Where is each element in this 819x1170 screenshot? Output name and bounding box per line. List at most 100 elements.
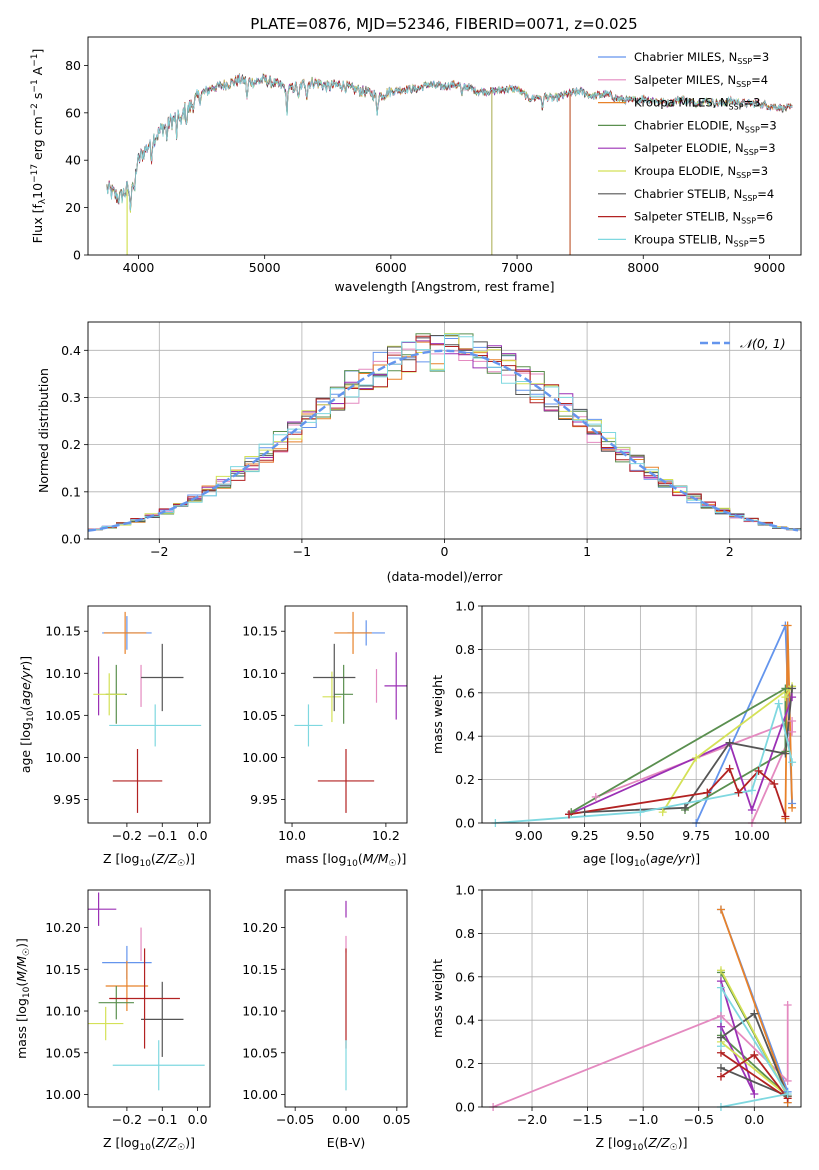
x-tick-label: 8000 — [627, 260, 659, 275]
mass-weight-marker — [750, 1009, 759, 1018]
y-tick-label: 10.00 — [45, 1087, 81, 1102]
mass-weight-line — [492, 1005, 789, 1107]
y-tick-label: 10.15 — [242, 624, 278, 639]
mass-weight-marker — [781, 812, 790, 821]
x-tick-label: 0.0 — [188, 1112, 208, 1127]
mass-weight-marker — [770, 779, 779, 788]
x-tick-label: 0.00 — [332, 1112, 360, 1127]
y-tick-label: 1.0 — [455, 883, 475, 898]
y-tick-label: 0.4 — [455, 1013, 475, 1028]
y-axis-label: mass weight — [430, 675, 445, 754]
mass-weight-marker — [716, 1063, 725, 1072]
x-tick-label: −0.2 — [112, 1112, 142, 1127]
legend-label: Salpeter ELODIE, NSSP=3 — [634, 141, 776, 157]
x-tick-label: 10.00 — [734, 828, 770, 843]
mass-weight-marker — [788, 758, 797, 767]
mass-weight-marker — [580, 808, 589, 817]
x-tick-label: 0.0 — [188, 828, 208, 843]
legend-label: Kroupa ELODIE, NSSP=3 — [634, 164, 768, 180]
mass-weight-marker — [692, 753, 701, 762]
mass-weight-marker — [636, 808, 645, 817]
x-tick-label: 10.0 — [278, 828, 306, 843]
mass-weight-marker — [703, 788, 712, 797]
x-tick-label: 5000 — [249, 260, 281, 275]
y-tick-label: 10.15 — [45, 624, 81, 639]
y-tick-label: 10.00 — [242, 750, 278, 765]
plot-area-mass-weight-vs-Z — [492, 909, 789, 1107]
x-tick-label: −0.2 — [112, 828, 142, 843]
x-tick-label: 1 — [583, 544, 591, 559]
mass-weight-line — [720, 1012, 789, 1098]
plot-area-mass-vs-Z — [88, 892, 205, 1091]
x-tick-label: −1.5 — [572, 1112, 602, 1127]
y-tick-label: 1.0 — [455, 599, 475, 614]
y-tick-label: 0.0 — [61, 532, 81, 547]
mass-weight-marker — [716, 1011, 725, 1020]
y-tick-label: 0.4 — [61, 343, 81, 358]
mass-weight-marker — [788, 717, 797, 726]
spectrum-legend: Chabrier MILES, NSSP=3 Salpeter MILES, NS… — [598, 50, 777, 248]
y-axis-label: Flux [fλ10−17 erg cm−2 s−1 A−1] — [30, 49, 48, 244]
x-axis-label: age [log10(age/yr)] — [583, 851, 700, 869]
y-axis-label: Normed distribution — [36, 368, 51, 493]
axes-frame — [481, 605, 802, 824]
y-tick-label: 10.05 — [242, 1045, 278, 1060]
mass-weight-marker — [781, 749, 790, 758]
x-tick-label: 4000 — [123, 260, 155, 275]
legend-label: Kroupa STELIB, NSSP=5 — [634, 232, 765, 248]
y-tick-label: 9.95 — [53, 792, 81, 807]
plot-area-residuals — [88, 333, 801, 532]
mass-weight-marker — [781, 684, 790, 693]
mass-weight-marker — [716, 1042, 725, 1051]
mass-weight-marker — [788, 684, 797, 693]
legend-label: Chabrier MILES, NSSP=3 — [634, 50, 769, 66]
y-tick-label: 0.4 — [455, 729, 475, 744]
mass-weight-marker — [788, 727, 797, 736]
y-tick-label: 0.8 — [455, 642, 475, 657]
mass-weight-marker — [725, 738, 734, 747]
mass-weight-line — [661, 685, 793, 813]
x-tick-label: 7000 — [501, 260, 533, 275]
x-tick-label: 10.2 — [372, 828, 400, 843]
mass-weight-marker — [716, 1022, 725, 1031]
y-tick-label: 10.10 — [45, 666, 81, 681]
mass-weight-marker — [658, 808, 667, 817]
mass-weight-line — [495, 702, 793, 823]
plot-area-age-vs-Z — [93, 611, 202, 813]
mass-weight-marker — [783, 621, 792, 630]
mass-weight-marker — [781, 693, 790, 702]
x-axis-label: Z [log10(Z/Z☉)] — [103, 1135, 195, 1153]
mass-weight-marker — [734, 788, 743, 797]
y-tick-label: 10.00 — [45, 750, 81, 765]
x-tick-label: −0.5 — [684, 1112, 714, 1127]
plot-area-mass-weight-vs-age — [495, 624, 793, 823]
mass-weight-marker — [747, 786, 756, 795]
y-tick-label: 0.2 — [455, 1056, 475, 1071]
mass-weight-marker — [591, 792, 600, 801]
figure-title: PLATE=0876, MJD=52346, FIBERID=0071, z=0… — [250, 15, 637, 33]
y-tick-label: 10.00 — [242, 1087, 278, 1102]
y-tick-label: 20 — [65, 200, 81, 215]
y-tick-label: 60 — [65, 105, 81, 120]
axes-frame — [87, 889, 211, 1108]
x-axis-label: mass [log10(M/M☉)] — [286, 851, 407, 869]
y-tick-label: 10.10 — [242, 666, 278, 681]
y-tick-label: 0 — [73, 248, 81, 263]
y-tick-label: 10.20 — [242, 920, 278, 935]
legend-label: Chabrier STELIB, NSSP=4 — [634, 187, 774, 203]
x-tick-label: 9.00 — [515, 828, 543, 843]
x-tick-label: 9.75 — [682, 828, 710, 843]
mass-weight-line — [568, 696, 793, 816]
mass-weight-marker — [788, 803, 797, 812]
axes-frame — [284, 889, 408, 1108]
y-tick-label: 10.05 — [242, 708, 278, 723]
x-tick-label: 0.0 — [744, 1112, 764, 1127]
x-tick-label: 9.50 — [626, 828, 654, 843]
residual-histogram — [88, 333, 801, 531]
y-tick-label: 10.05 — [45, 708, 81, 723]
spectrum-series-line — [106, 73, 793, 211]
y-tick-label: 0.2 — [455, 772, 475, 787]
axes-frame — [284, 605, 408, 824]
mass-weight-marker — [716, 966, 725, 975]
panel-mass-vs-EBV: −0.05 0.00 0.05 10.00 10.05 10.10 10.15 10.20 E(… — [242, 889, 411, 1150]
